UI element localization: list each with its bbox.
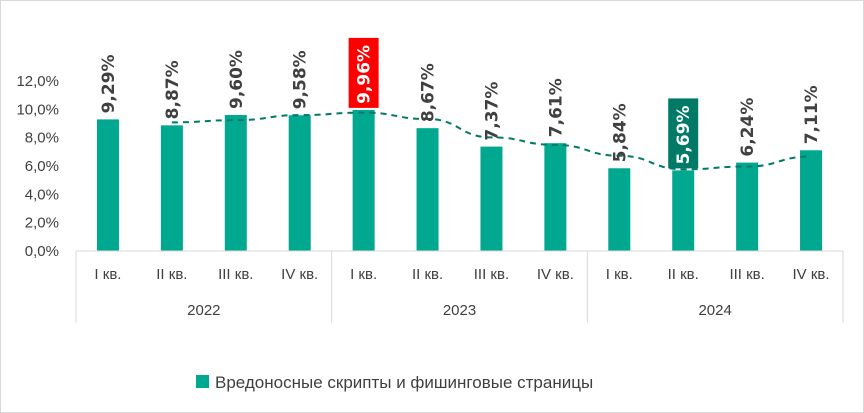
data-label-group: 6,24% xyxy=(738,98,758,157)
bar xyxy=(672,170,695,251)
year-label: 2024 xyxy=(698,302,731,319)
data-label: 9,60% xyxy=(227,50,247,109)
bar xyxy=(608,168,631,251)
data-label: 9,29% xyxy=(99,54,119,113)
year-label: 2022 xyxy=(187,302,220,319)
bar xyxy=(160,125,183,251)
data-label: 5,69% xyxy=(674,105,694,164)
data-label: 8,87% xyxy=(163,60,183,119)
data-label-highlight xyxy=(348,37,379,108)
x-tick-label: III кв. xyxy=(729,266,764,283)
y-tick-label: 0,0% xyxy=(25,243,59,260)
y-axis: 0,0% 2,0% 4,0% 6,0% 8,0% 10,0% 12,0% xyxy=(16,73,59,260)
bar xyxy=(224,115,247,251)
data-label: 6,24% xyxy=(738,98,758,157)
x-tick-label: IV кв. xyxy=(793,266,830,283)
data-label: 9,58% xyxy=(291,50,311,109)
x-tick-label: II кв. xyxy=(156,266,187,283)
y-tick-label: 6,0% xyxy=(25,158,59,175)
x-tick-label: II кв. xyxy=(412,266,443,283)
bar xyxy=(352,109,375,252)
y-tick-label: 12,0% xyxy=(16,73,59,90)
x-tick-label: I кв. xyxy=(94,266,121,283)
data-label-group: 9,58% xyxy=(291,50,311,109)
data-label-group: 7,37% xyxy=(482,82,502,141)
bar xyxy=(800,150,823,251)
year-label: 2023 xyxy=(443,302,476,319)
y-tick-label: 2,0% xyxy=(25,215,59,232)
x-tick-label: IV кв. xyxy=(281,266,318,283)
data-label-group: 5,69% xyxy=(668,98,699,169)
x-tick-label: II кв. xyxy=(668,266,699,283)
bar xyxy=(480,146,503,251)
legend-swatch xyxy=(196,375,209,388)
trend-line xyxy=(171,111,812,171)
bars xyxy=(96,109,823,252)
x-tick-label: I кв. xyxy=(350,266,377,283)
data-label: 7,37% xyxy=(482,82,502,141)
data-label: 5,84% xyxy=(610,103,630,162)
y-tick-label: 8,0% xyxy=(25,130,59,147)
data-label-group: 5,84% xyxy=(610,103,630,162)
bar xyxy=(96,119,119,252)
bar xyxy=(416,128,439,251)
data-label-group: 8,87% xyxy=(163,60,183,119)
legend: Вредоносные скрипты и фишинговые страниц… xyxy=(196,373,593,392)
data-label-group: 9,60% xyxy=(227,50,247,109)
bar xyxy=(288,115,311,252)
x-tick-label: III кв. xyxy=(218,266,253,283)
data-label: 9,96% xyxy=(355,45,375,104)
legend-label: Вредоносные скрипты и фишинговые страниц… xyxy=(215,373,593,392)
data-label: 7,11% xyxy=(802,85,822,144)
x-tick-label: III кв. xyxy=(474,266,509,283)
x-axis: I кв. II кв. III кв. IV кв. I кв. II кв. III к… xyxy=(75,250,844,323)
data-label-group: 7,11% xyxy=(802,85,822,144)
data-label-group: 9,96% xyxy=(348,37,379,108)
bar xyxy=(736,162,759,251)
data-labels: 9,29% 8,87% 9,60% 9,58% 9,96% 8,67% 7,37% 7,61%… xyxy=(99,37,822,169)
data-label: 7,61% xyxy=(546,78,566,137)
data-label-group: 7,61% xyxy=(546,78,566,137)
x-tick-label: I кв. xyxy=(606,266,633,283)
data-label-group: 9,29% xyxy=(99,54,119,113)
data-label: 8,67% xyxy=(419,63,439,122)
data-label-group: 8,67% xyxy=(419,63,439,122)
x-tick-label: IV кв. xyxy=(537,266,574,283)
y-tick-label: 10,0% xyxy=(16,101,59,118)
data-label-highlight xyxy=(668,98,699,169)
y-tick-label: 4,0% xyxy=(25,186,59,203)
bar xyxy=(544,143,567,251)
